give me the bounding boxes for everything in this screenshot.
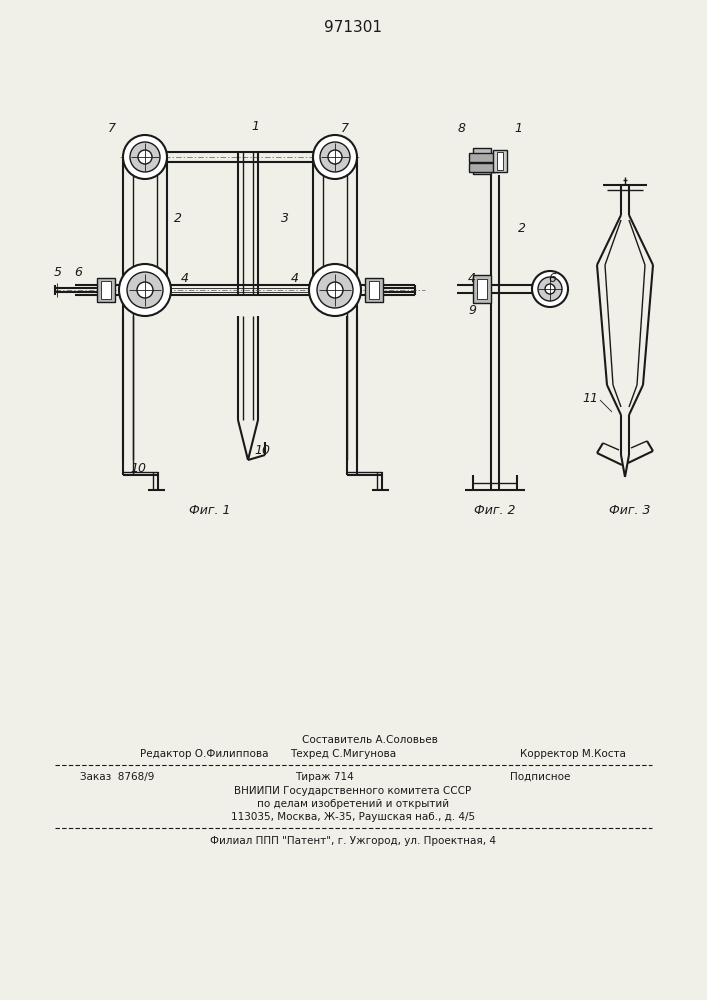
Text: 4: 4 (468, 271, 476, 284)
Text: Фиг. 2: Фиг. 2 (474, 504, 515, 516)
Bar (97, 278, 115, 302)
Text: 10: 10 (254, 444, 270, 456)
Text: Корректор М.Коста: Корректор М.Коста (520, 749, 626, 759)
Text: 11: 11 (582, 391, 598, 404)
Text: 2: 2 (174, 212, 182, 225)
Ellipse shape (138, 150, 152, 164)
Ellipse shape (545, 284, 555, 294)
Text: Тираж 714: Тираж 714 (295, 772, 354, 782)
Bar (473, 275, 491, 303)
Text: Фиг. 1: Фиг. 1 (189, 504, 230, 516)
Bar (493, 150, 507, 172)
Text: 1: 1 (251, 119, 259, 132)
Text: 10: 10 (130, 462, 146, 475)
Text: Техред С.Мигунова: Техред С.Мигунова (290, 749, 396, 759)
Text: 113035, Москва, Ж-35, Раушская наб., д. 4/5: 113035, Москва, Ж-35, Раушская наб., д. … (231, 812, 475, 822)
Ellipse shape (320, 142, 350, 172)
Ellipse shape (538, 277, 562, 301)
Ellipse shape (532, 271, 568, 307)
Text: 3: 3 (281, 212, 289, 225)
Text: 5: 5 (54, 265, 62, 278)
Bar (473, 162, 491, 174)
Text: 4: 4 (181, 271, 189, 284)
Bar (101, 281, 111, 299)
Text: 7: 7 (108, 121, 116, 134)
Ellipse shape (328, 150, 342, 164)
Text: 971301: 971301 (324, 20, 382, 35)
Text: Подписное: Подписное (510, 772, 571, 782)
Text: 8: 8 (458, 121, 466, 134)
Bar (369, 281, 379, 299)
Text: 2: 2 (518, 222, 526, 234)
Ellipse shape (309, 264, 361, 316)
Ellipse shape (123, 135, 167, 179)
Text: 7: 7 (341, 121, 349, 134)
Ellipse shape (127, 272, 163, 308)
Ellipse shape (119, 264, 171, 316)
Bar (477, 279, 487, 299)
Text: 4: 4 (291, 271, 299, 284)
Bar (469, 153, 495, 162)
Text: ВНИИПИ Государственного комитета СССР: ВНИИПИ Государственного комитета СССР (235, 786, 472, 796)
Ellipse shape (313, 135, 357, 179)
Ellipse shape (327, 282, 343, 298)
Bar (473, 148, 491, 160)
Bar (497, 152, 503, 170)
Text: по делам изобретений и открытий: по делам изобретений и открытий (257, 799, 449, 809)
Text: Редактор О.Филиппова: Редактор О.Филиппова (140, 749, 269, 759)
Text: 1: 1 (514, 121, 522, 134)
Text: Заказ  8768/9: Заказ 8768/9 (80, 772, 154, 782)
Ellipse shape (317, 272, 353, 308)
Ellipse shape (137, 282, 153, 298)
Ellipse shape (130, 142, 160, 172)
Bar (365, 278, 383, 302)
Text: 6: 6 (74, 265, 82, 278)
Text: Филиал ППП "Патент", г. Ужгород, ул. Проектная, 4: Филиал ППП "Патент", г. Ужгород, ул. Про… (210, 836, 496, 846)
Text: Фиг. 3: Фиг. 3 (609, 504, 650, 516)
Bar (469, 163, 495, 172)
Text: 6: 6 (548, 271, 556, 284)
Text: Составитель А.Соловьев: Составитель А.Соловьев (302, 735, 438, 745)
Text: 9: 9 (468, 304, 476, 316)
